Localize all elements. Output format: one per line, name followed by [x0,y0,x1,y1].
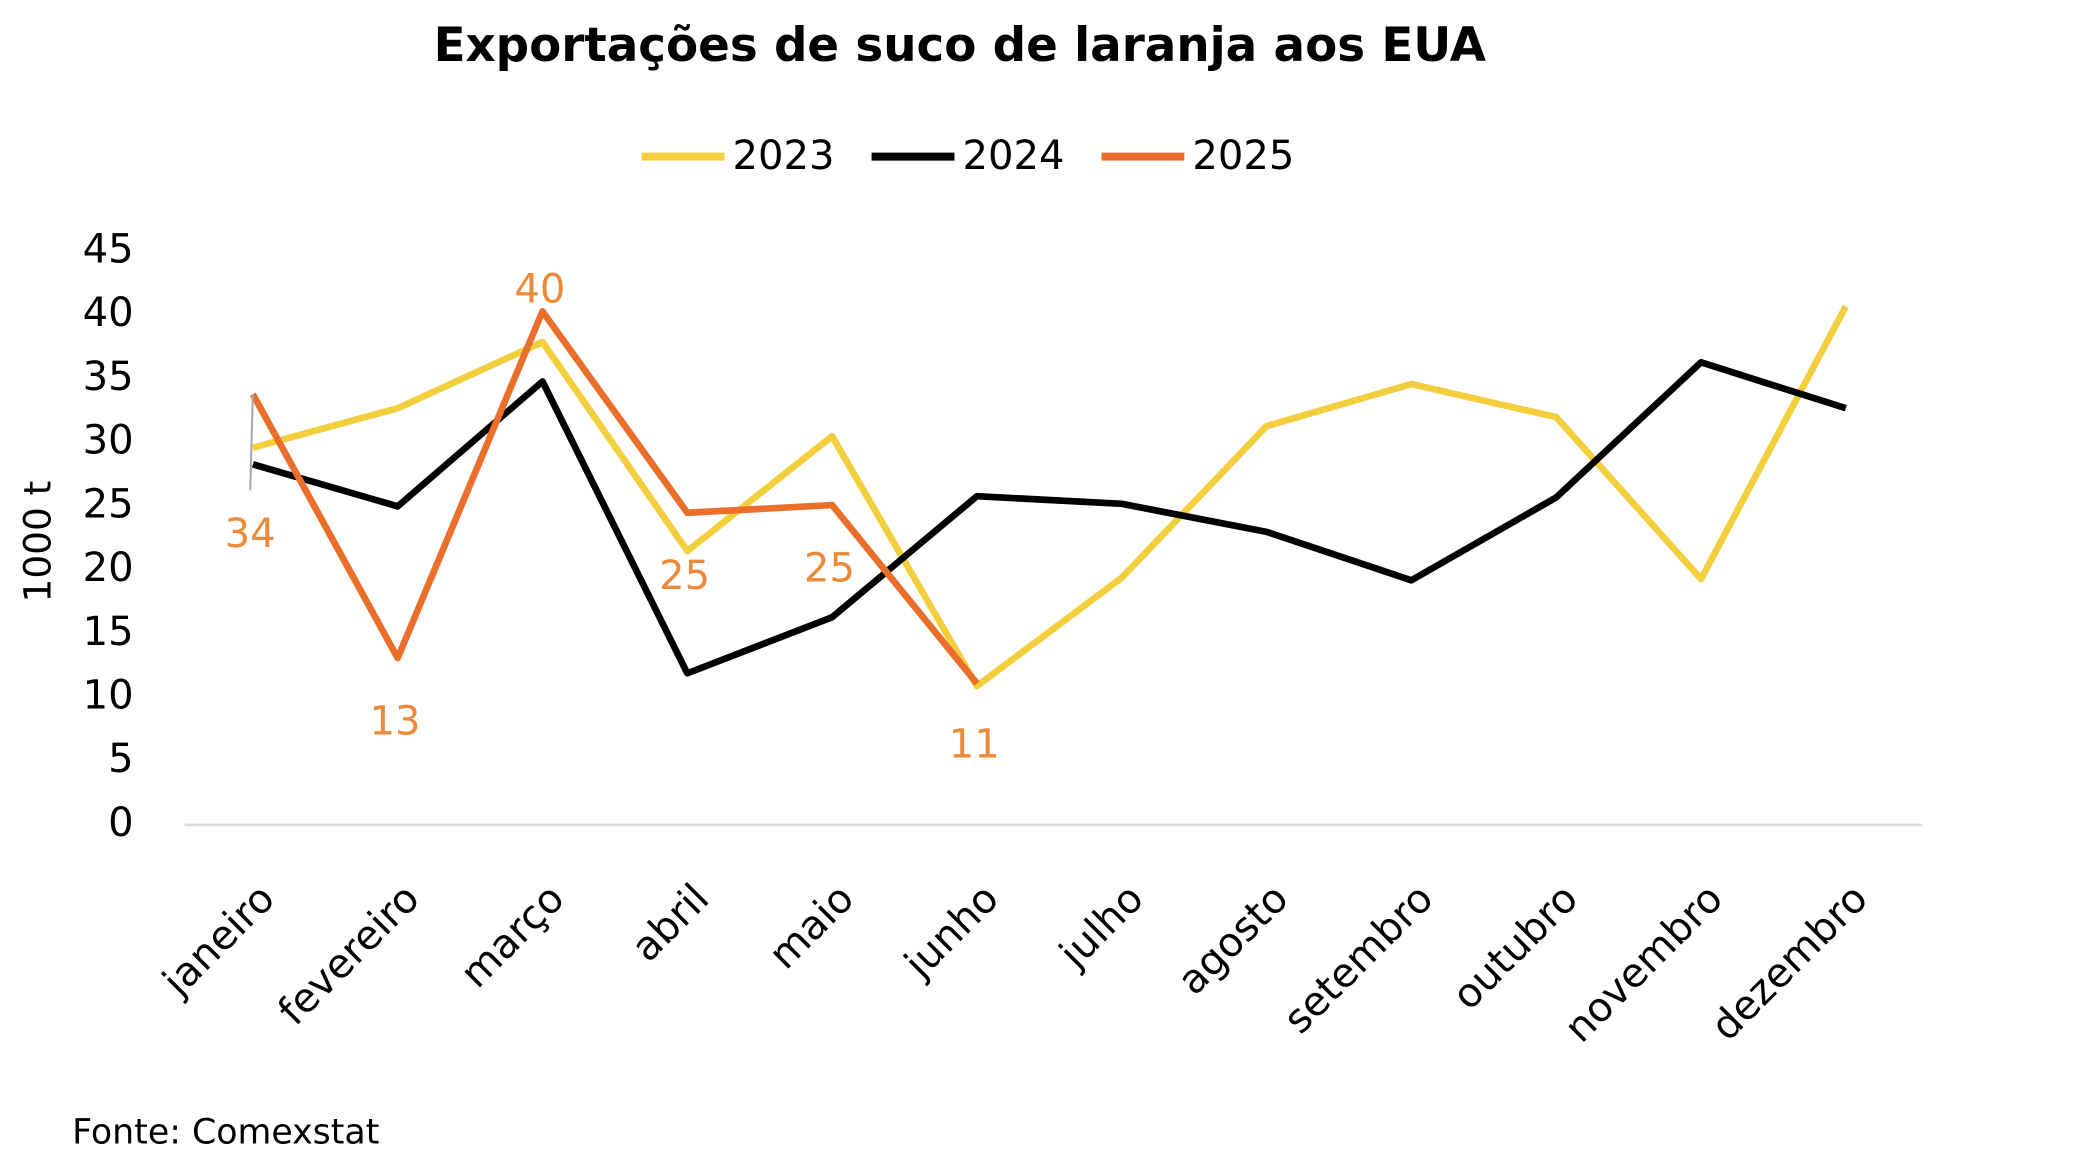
legend-label: 2023 [733,133,835,179]
y-tick-label: 0 [108,800,134,846]
x-tick-label: outubro [1444,875,1587,1018]
y-tick-label: 40 [83,290,134,336]
x-tick-label: setembro [1275,875,1442,1042]
x-tick-label: maio [760,875,863,978]
y-tick-label: 5 [108,736,134,782]
line-series [251,359,1847,677]
x-tick-label: dezembro [1702,875,1876,1049]
data-label: 40 [514,266,565,312]
legend-label: 2025 [1192,133,1294,179]
y-axis-label: 1000 t [16,481,60,603]
x-tick-label: fevereiro [270,875,429,1034]
data-label: 11 [949,721,1000,767]
x-tick-label: junho [895,875,1007,987]
y-tick-label: 15 [83,609,134,655]
x-tick-label: julho [1050,875,1152,977]
x-tick-label: abril [623,875,718,970]
x-tick-label: março [452,875,573,996]
chart-title: Exportações de suco de laranja aos EUA [434,19,1486,73]
data-label: 25 [659,553,710,599]
y-tick-label: 25 [83,481,134,527]
legend-label: 2024 [962,133,1064,179]
data-label: 34 [225,511,276,557]
y-tick-label: 45 [83,226,134,272]
source: Fonte: Comexstat [72,1113,379,1153]
y-tick-label: 10 [83,673,134,719]
x-tick-label: janeiro [154,875,284,1005]
data-label: 13 [369,699,420,745]
line-series [249,308,980,686]
line-series [251,304,1849,690]
x-tick-label: novembro [1556,875,1732,1051]
y-tick-label: 35 [83,354,134,400]
y-tick-label: 30 [83,418,134,464]
y-tick-label: 20 [83,545,134,591]
x-tick-label: agosto [1169,875,1297,1003]
leader-line [249,394,254,491]
data-label: 25 [804,546,855,592]
